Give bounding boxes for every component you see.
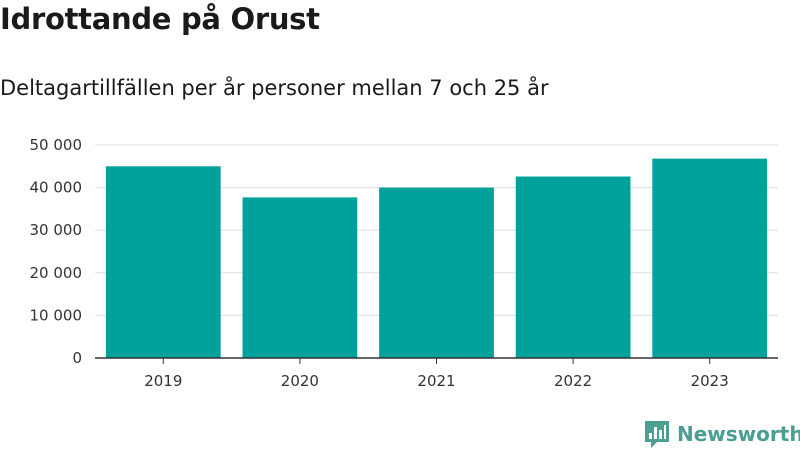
x-tick-label: 2023: [691, 372, 729, 390]
bar-2021: [379, 187, 494, 358]
brand-name: Newsworthy: [677, 422, 800, 446]
bar-2020: [242, 197, 358, 358]
y-tick-label: 40 000: [30, 179, 83, 197]
y-tick-label: 30 000: [30, 221, 83, 239]
y-tick-label: 10 000: [30, 306, 83, 324]
x-tick-label: 2020: [281, 372, 319, 390]
x-tick-label: 2022: [554, 372, 592, 390]
bar-2023: [652, 158, 768, 358]
y-tick-label: 0: [72, 349, 82, 367]
y-tick-label: 50 000: [30, 136, 83, 154]
y-axis-tick-labels: 0 10 000 20 000 30 000 40 000 50 000: [30, 136, 83, 367]
y-tick-label: 20 000: [30, 264, 83, 282]
chart-title: Idrottande på Orust: [0, 2, 320, 36]
chart-subtitle: Deltagartillfällen per år personer mella…: [0, 76, 549, 100]
bars: [105, 158, 768, 358]
x-axis-tick-labels: 2019 2020 2021 2022 2023: [144, 358, 729, 390]
x-tick-label: 2021: [417, 372, 455, 390]
bar-2019: [105, 166, 221, 358]
x-tick-label: 2019: [144, 372, 182, 390]
newsworthy-logo-icon: [645, 421, 669, 448]
brand-logo: Newsworthy: [643, 418, 800, 450]
bar-2022: [515, 176, 631, 358]
